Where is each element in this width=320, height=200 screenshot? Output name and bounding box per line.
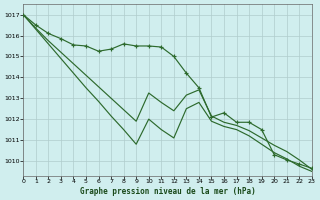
X-axis label: Graphe pression niveau de la mer (hPa): Graphe pression niveau de la mer (hPa) bbox=[80, 187, 255, 196]
